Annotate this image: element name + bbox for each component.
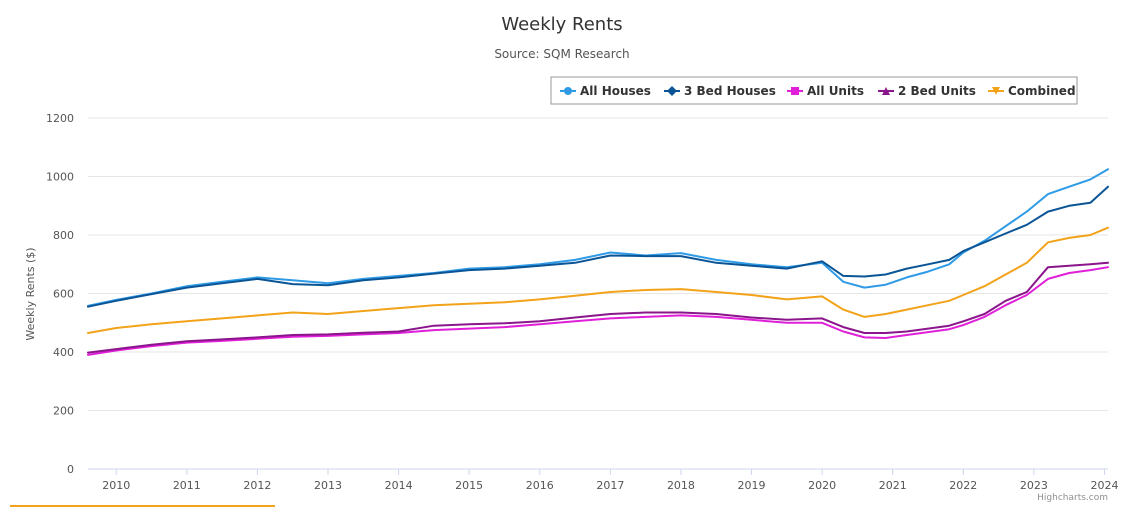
legend-item-combined[interactable]: Combined <box>988 84 1076 98</box>
x-tick-label: 2019 <box>738 479 766 492</box>
y-tick-label: 400 <box>53 346 74 359</box>
x-tick-label: 2024 <box>1090 479 1118 492</box>
x-tick-label: 2017 <box>596 479 624 492</box>
chart-title: Weekly Rents <box>501 14 622 35</box>
legend-label-all-units: All Units <box>807 84 864 98</box>
y-axis-ticks: 0 200 400 600 800 1000 1200 <box>46 112 74 476</box>
x-tick-label: 2010 <box>102 479 130 492</box>
y-tick-label: 1200 <box>46 112 74 125</box>
legend-item-all-units[interactable]: All Units <box>787 84 864 98</box>
y-axis-title: Weekly Rents ($) <box>24 247 37 340</box>
legend-marker-all-units <box>791 87 799 95</box>
y-tick-label: 800 <box>53 229 74 242</box>
y-tick-label: 600 <box>53 288 74 301</box>
series-line-3-bed-houses[interactable] <box>87 185 1109 308</box>
y-tick-label: 200 <box>53 405 74 418</box>
legend-marker-combined <box>992 87 1000 95</box>
x-tick-label: 2022 <box>949 479 977 492</box>
chart-credit[interactable]: Highcharts.com <box>1037 493 1108 503</box>
x-tick-label: 2013 <box>314 479 342 492</box>
x-tick-label: 2023 <box>1020 479 1048 492</box>
legend-label-all-houses: All Houses <box>580 84 651 98</box>
series-lines <box>87 168 1109 356</box>
grid-lines <box>88 117 1108 411</box>
legend-item-2-bed-units[interactable]: 2 Bed Units <box>878 84 976 98</box>
y-tick-label: 0 <box>67 463 74 476</box>
y-tick-label: 1000 <box>46 171 74 184</box>
bottom-accent-bar <box>10 505 275 507</box>
series-line-all-units[interactable] <box>87 266 1109 356</box>
legend-marker-2-bed-units <box>882 87 890 95</box>
legend-label-combined: Combined <box>1008 84 1076 98</box>
legend-item-all-houses[interactable]: All Houses <box>560 84 651 98</box>
x-tick-label: 2016 <box>526 479 554 492</box>
series-line-2-bed-units[interactable] <box>87 261 1109 354</box>
x-tick-label: 2021 <box>879 479 907 492</box>
legend-marker-all-houses <box>564 87 572 95</box>
legend-label-2-bed-units: 2 Bed Units <box>898 84 976 98</box>
legend-label-3-bed-houses: 3 Bed Houses <box>684 84 776 98</box>
series-line-all-houses[interactable] <box>87 168 1109 307</box>
legend: All Houses 3 Bed Houses All Units 2 Bed Uni… <box>550 76 1078 105</box>
chart-subtitle: Source: SQM Research <box>494 47 629 61</box>
legend-marker-3-bed-houses <box>667 86 677 96</box>
legend-items: All Houses 3 Bed Houses All Units 2 Bed Uni… <box>560 84 1076 98</box>
legend-item-3-bed-houses[interactable]: 3 Bed Houses <box>664 84 776 98</box>
x-axis-ticks: 2010 2011 2012 2013 2014 2015 2016 2017 2018 2019… <box>102 469 1118 492</box>
x-tick-label: 2018 <box>667 479 695 492</box>
x-tick-label: 2020 <box>808 479 836 492</box>
x-tick-label: 2015 <box>455 479 483 492</box>
x-tick-label: 2012 <box>243 479 271 492</box>
x-tick-label: 2014 <box>385 479 413 492</box>
series-line-combined[interactable] <box>87 226 1109 334</box>
x-tick-label: 2011 <box>173 479 201 492</box>
